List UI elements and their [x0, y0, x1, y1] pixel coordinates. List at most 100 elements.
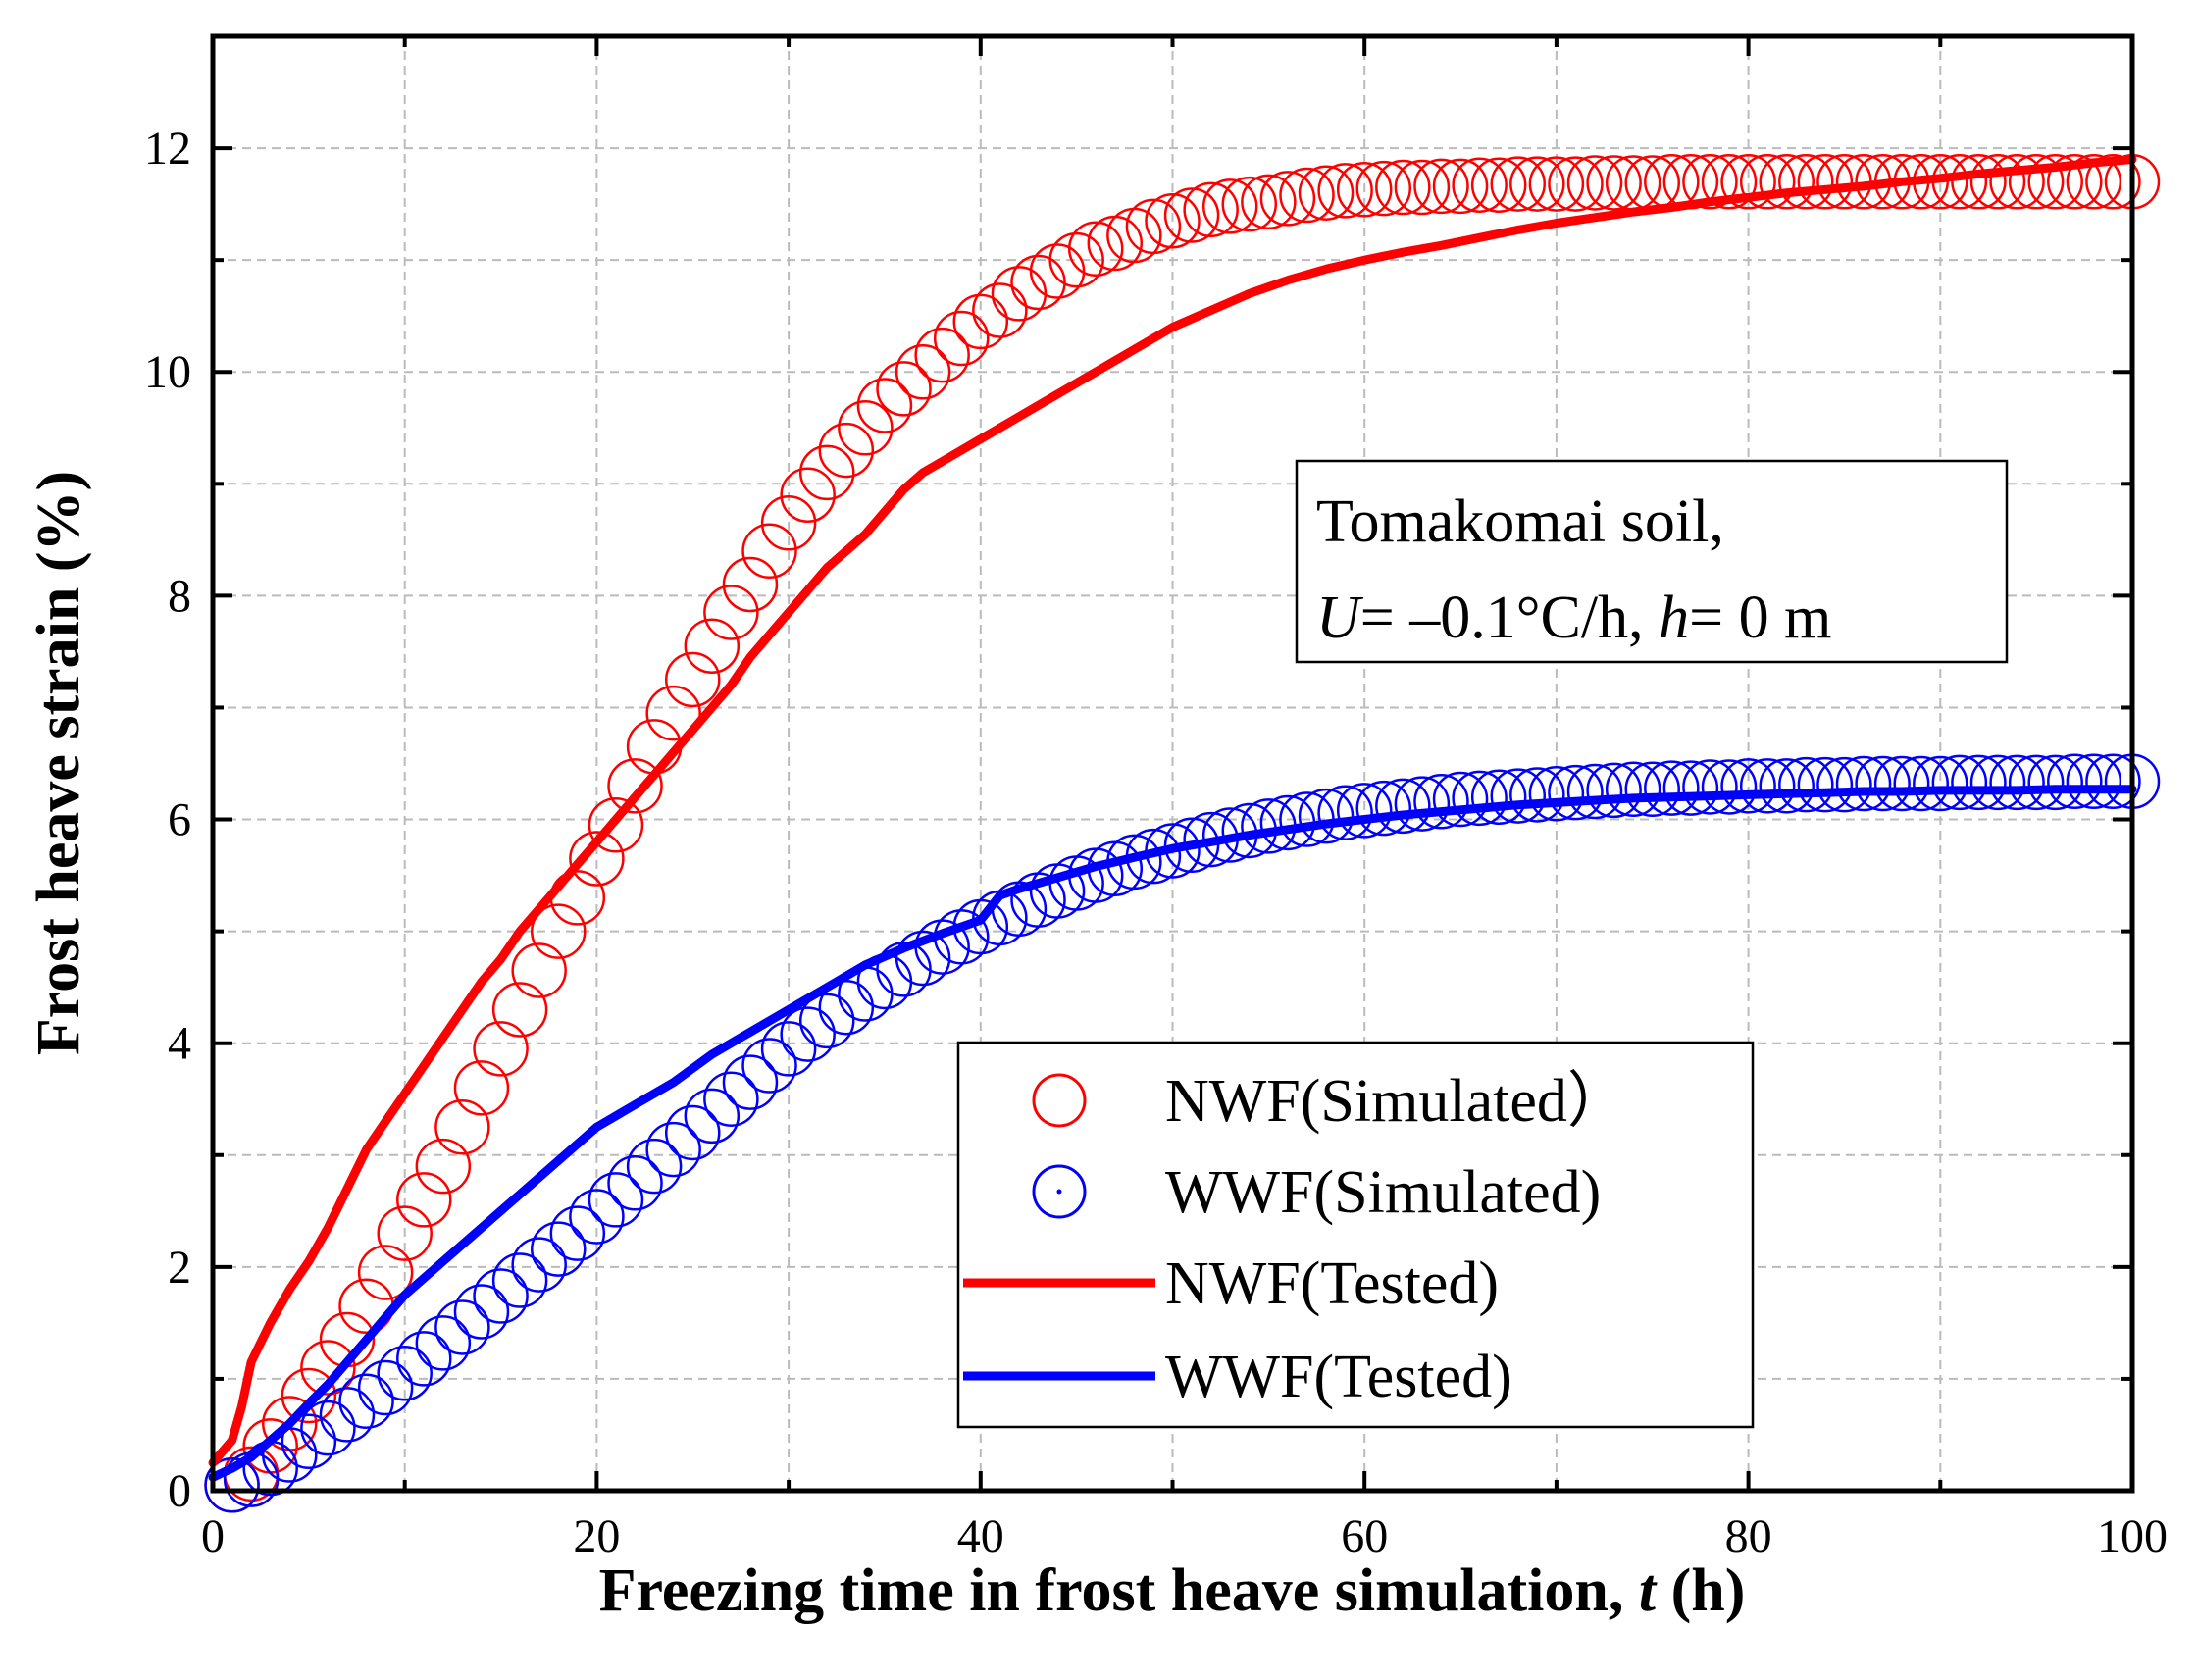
data-point-nwf-simulated: [569, 831, 625, 887]
data-point-wwf-simulated: [645, 1121, 701, 1178]
data-point-nwf-simulated: [722, 556, 779, 613]
data-point-nwf-simulated: [588, 796, 644, 853]
annotation-box: Tomakomai soil, U= –0.1°C/h, h= 0 m: [1295, 459, 2009, 664]
data-point-wwf-simulated: [531, 1221, 587, 1277]
data-point-nwf-simulated: [1298, 165, 1355, 221]
data-point-nwf-simulated: [1969, 154, 2026, 210]
data-point-wwf-simulated: [1873, 755, 1930, 812]
legend-marker-nwf-simulated: [1032, 1073, 1087, 1128]
legend-label-wwf-tested: WWF(Tested): [1165, 1344, 1512, 1410]
data-point-wwf-simulated: [357, 1359, 414, 1416]
data-point-wwf-simulated: [569, 1189, 625, 1245]
data-point-wwf-simulated: [1797, 756, 1854, 813]
data-point-wwf-simulated: [1720, 758, 1776, 814]
data-point-nwf-simulated: [1432, 158, 1489, 215]
data-point-nwf-simulated: [2085, 154, 2141, 210]
data-point-nwf-simulated: [703, 585, 759, 640]
data-point-nwf-simulated: [1739, 154, 1796, 210]
data-point-nwf-simulated: [895, 343, 951, 400]
data-point-wwf-simulated: [1644, 760, 1700, 816]
x-tick-label: 40: [957, 1510, 1004, 1562]
data-point-wwf-simulated: [1701, 759, 1758, 815]
data-point-nwf-simulated: [511, 942, 567, 998]
data-point-nwf-simulated: [798, 444, 855, 501]
data-point-wwf-simulated: [1298, 788, 1355, 844]
data-point-wwf-simulated: [741, 1038, 797, 1094]
data-point-wwf-simulated: [780, 1006, 836, 1062]
data-point-wwf-simulated: [319, 1387, 376, 1443]
data-point-nwf-simulated: [300, 1340, 356, 1396]
data-point-nwf-simulated: [1720, 154, 1776, 210]
data-point-wwf-simulated: [1490, 768, 1547, 824]
data-point-wwf-simulated: [1470, 769, 1527, 825]
data-point-nwf-simulated: [1701, 154, 1758, 210]
data-point-nwf-simulated: [1241, 174, 1297, 230]
data-point-nwf-simulated: [1067, 221, 1124, 277]
legend-marker-wwf-dot: [1056, 1189, 1062, 1195]
tested-lines: [208, 155, 2137, 1482]
y-tick-label: 12: [144, 123, 191, 175]
data-point-nwf-simulated: [1413, 158, 1469, 215]
data-point-nwf-simulated: [1989, 154, 2045, 210]
data-point-wwf-simulated: [1355, 780, 1412, 837]
data-point-wwf-simulated: [204, 1457, 260, 1513]
data-point-wwf-simulated: [281, 1413, 337, 1470]
data-point-wwf-simulated: [1778, 756, 1834, 813]
data-point-nwf-simulated: [1490, 156, 1547, 212]
data-point-wwf-simulated: [473, 1268, 529, 1324]
data-point-wwf-simulated: [1432, 771, 1489, 828]
data-point-wwf-simulated: [1566, 763, 1623, 820]
data-point-wwf-simulated: [2066, 753, 2122, 810]
data-point-wwf-simulated: [588, 1172, 644, 1228]
data-point-nwf-simulated: [1548, 156, 1604, 212]
data-point-nwf-simulated: [838, 400, 894, 456]
data-point-wwf-simulated: [1163, 817, 1220, 874]
x-tick-label: 20: [573, 1510, 620, 1562]
y-tick-label: 2: [168, 1242, 191, 1294]
data-point-nwf-simulated: [1394, 159, 1451, 216]
data-point-nwf-simulated: [1259, 171, 1316, 227]
axis-ticks: 0 20 40 60 80 100 0 2 4 6 8 10 12: [144, 34, 2168, 1562]
data-point-nwf-simulated: [1375, 159, 1431, 216]
data-point-nwf-simulated: [1682, 154, 1738, 210]
legend-marker-wwf-simulated: [1032, 1164, 1087, 1219]
data-point-wwf-simulated: [703, 1071, 759, 1127]
data-point-nwf-simulated: [2066, 154, 2122, 210]
data-point-nwf-simulated: [434, 1099, 490, 1155]
data-point-wwf-simulated: [549, 1205, 606, 1261]
data-point-wwf-simulated: [1682, 759, 1738, 815]
data-point-wwf-simulated: [1605, 761, 1661, 817]
data-point-nwf-simulated: [453, 1060, 510, 1116]
data-point-nwf-simulated: [1528, 156, 1585, 212]
annotation-line-2: U= –0.1°C/h, h= 0 m: [1316, 585, 1831, 651]
data-point-nwf-simulated: [1586, 155, 1642, 211]
data-point-nwf-simulated: [2047, 154, 2103, 210]
data-point-wwf-simulated: [1452, 770, 1508, 827]
x-axis-title: Freezing time in frost heave simulation,…: [599, 1557, 1746, 1624]
data-point-nwf-simulated: [1355, 160, 1412, 217]
data-point-wwf-simulated: [1951, 754, 2007, 811]
data-point-nwf-simulated: [1470, 157, 1527, 213]
annotation-frame: [1295, 459, 2009, 664]
data-point-wwf-simulated: [1855, 755, 1911, 812]
data-point-wwf-simulated: [1394, 776, 1451, 832]
data-point-nwf-simulated: [665, 651, 721, 708]
data-point-wwf-simulated: [760, 1021, 817, 1077]
y-tick-label: 0: [168, 1465, 191, 1517]
data-point-wwf-simulated: [300, 1400, 356, 1456]
x-tick-label: 60: [1341, 1510, 1388, 1562]
data-point-wwf-simulated: [1759, 758, 1815, 814]
x-tick-label: 100: [2097, 1510, 2168, 1562]
data-point-wwf-simulated: [1913, 755, 1968, 812]
data-point-wwf-simulated: [2085, 753, 2141, 810]
data-point-wwf-simulated: [2008, 754, 2065, 811]
y-tick-label: 8: [168, 570, 191, 622]
legend-label-wwf-simulated: WWF(Simulated): [1165, 1159, 1601, 1226]
data-point-nwf-simulated: [741, 523, 797, 580]
data-point-nwf-simulated: [531, 903, 587, 959]
data-point-nwf-simulated: [281, 1367, 337, 1424]
data-point-wwf-simulated: [1375, 778, 1431, 835]
data-point-nwf-simulated: [396, 1172, 452, 1228]
y-axis-title: Frost heave strain (%): [26, 471, 92, 1055]
